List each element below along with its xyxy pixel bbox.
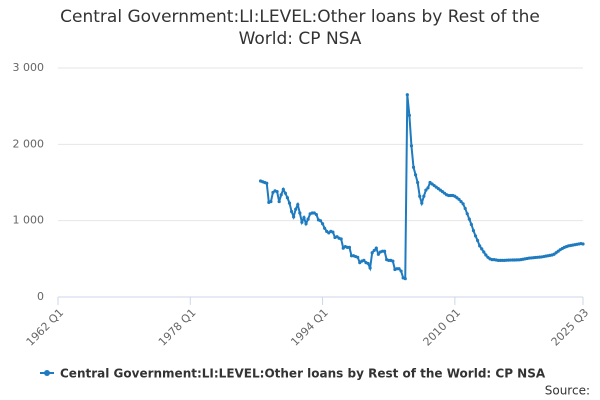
data-point [306,217,310,221]
legend-item: Central Government:LI:LEVEL:Other loans … [40,367,546,381]
data-point [411,165,416,169]
data-point [465,212,469,216]
data-point [469,222,473,227]
data-point [407,113,411,117]
data-point [289,209,294,214]
data-point [399,269,403,273]
x-tick-label: 2010 Q1 [421,306,464,349]
data-point [467,217,471,221]
y-tick-label: 0 [37,290,44,303]
data-point [356,255,360,259]
y-tick-label: 2 000 [13,137,45,150]
data-point [424,188,428,192]
data-point [484,253,488,257]
data-point [403,277,407,281]
data-point [320,222,325,226]
data-point [372,248,376,253]
data-point [366,261,370,266]
data-point [323,226,327,230]
data-point [376,252,380,256]
data-point [265,181,269,185]
data-point [294,207,298,211]
data-point [473,234,478,238]
data-point [480,247,484,251]
data-point [475,238,480,243]
data-point [300,220,304,224]
data-point [269,199,273,204]
data-point [418,194,422,198]
data-point [581,242,585,246]
data-point [277,199,281,204]
data-point [382,249,387,253]
data-point [374,246,378,250]
data-point [368,266,372,270]
data-point [287,201,292,205]
data-point [457,197,461,201]
data-point [339,237,343,241]
data-point [347,245,352,249]
data-point [405,93,409,97]
data-point [281,187,285,191]
data-point [285,196,290,200]
x-tick-label: 1962 Q1 [24,306,67,349]
data-point [275,190,279,194]
data-point [463,206,467,211]
x-tick-label: 2025 Q3 [549,306,592,349]
chart-title: Central Government:LI:LEVEL:Other loans … [60,7,540,49]
data-point [409,144,414,148]
series-line [260,94,584,281]
data-point [471,228,476,233]
data-point [304,222,308,226]
source: Source: [545,384,590,398]
data-point [370,251,374,255]
data-point [422,194,426,198]
legend-label: Central Government:LI:LEVEL:Other loans … [60,367,546,381]
data-point [426,186,430,190]
data-point [413,173,418,177]
data-point [478,244,482,248]
data-point [331,230,335,234]
legend-marker [44,370,50,376]
y-tick-label: 3 000 [13,61,45,74]
data-point [318,219,323,223]
data-point [459,199,463,204]
data-point [362,258,366,262]
data-point [461,202,465,206]
x-tick-label: 1978 Q1 [156,306,199,349]
data-point [302,216,306,220]
data-point [420,201,424,205]
data-point [397,267,401,271]
data-point [391,259,395,263]
data-point [482,250,486,254]
y-tick-label: 1 000 [13,214,45,227]
data-point [296,203,300,207]
data-point [298,211,302,215]
data-point [283,191,287,195]
x-tick-label: 1994 Q1 [288,306,331,349]
data-point [314,212,318,217]
data-point [416,180,420,185]
data-point [279,193,283,197]
data-point [292,215,296,219]
